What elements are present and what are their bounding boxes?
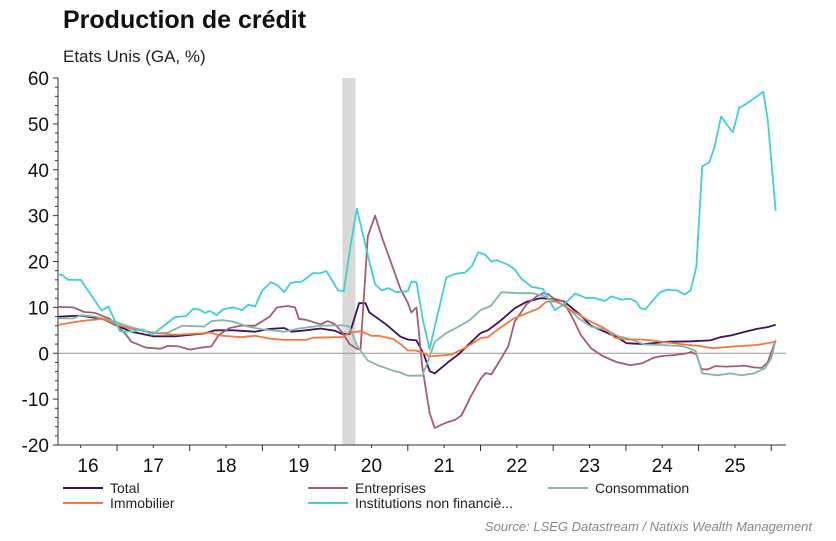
source-note: Source: LSEG Datastream / Natixis Wealth… [484, 519, 812, 534]
series-line-immobilier [57, 300, 776, 358]
x-tick-label: 24 [652, 456, 674, 477]
x-tick-label: 16 [77, 456, 98, 477]
x-tick-label: 21 [434, 456, 455, 477]
y-tick-label: 0 [38, 344, 49, 365]
chart-subtitle: Etats Unis (GA, %) [63, 47, 206, 66]
legend-label: Entreprises [355, 480, 426, 496]
x-tick-label: 17 [143, 456, 164, 477]
y-tick-label: 30 [28, 207, 49, 228]
x-tick-label: 19 [288, 456, 309, 477]
chart-title: Production de crédit [63, 6, 307, 34]
legend-label: Consommation [595, 480, 689, 496]
series-line-institutions-non-financi [57, 90, 777, 350]
y-tick-label: 40 [28, 161, 49, 182]
legend-label: Institutions non financiè... [355, 495, 513, 511]
x-tick-label: 25 [724, 456, 745, 477]
y-tick-label: 10 [28, 298, 49, 319]
x-tick-label: 23 [579, 456, 600, 477]
series-line-entreprises [58, 214, 777, 429]
y-tick-label: 50 [28, 115, 49, 136]
y-tick-label: -10 [22, 390, 49, 411]
legend-label: Total [110, 480, 140, 496]
series-line-consommation [58, 291, 777, 377]
x-tick-label: 20 [361, 456, 382, 477]
x-tick-label: 18 [215, 456, 236, 477]
y-tick-label: 20 [28, 253, 49, 274]
legend-label: Immobilier [110, 495, 175, 511]
y-tick-label: -20 [22, 436, 49, 457]
y-tick-label: 60 [28, 69, 49, 90]
x-tick-label: 22 [506, 456, 527, 477]
